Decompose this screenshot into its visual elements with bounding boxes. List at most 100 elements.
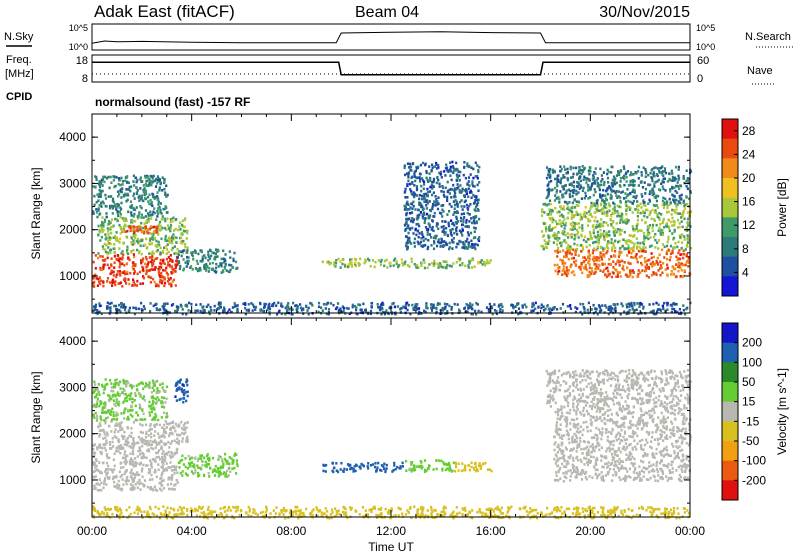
data-cell (644, 260, 647, 264)
data-cell (409, 165, 413, 169)
data-cell (558, 198, 561, 201)
data-cell (182, 249, 185, 253)
data-cell (463, 307, 466, 310)
data-cell (639, 271, 642, 274)
data-cell (164, 234, 167, 238)
data-cell (186, 249, 189, 252)
data-cell (653, 185, 656, 188)
data-cell (169, 224, 173, 227)
data-cell (450, 265, 453, 268)
data-cell (329, 302, 333, 305)
data-cell (191, 253, 194, 256)
data-cell (150, 473, 153, 477)
data-cell (136, 473, 139, 477)
data-cell (150, 461, 153, 465)
data-cell (112, 179, 115, 182)
data-cell (96, 447, 99, 451)
data-cell (564, 255, 567, 259)
data-cell (196, 268, 199, 271)
colorbar-segment (722, 119, 738, 140)
data-cell (582, 213, 585, 216)
data-cell (669, 303, 672, 307)
data-cell (93, 462, 97, 466)
data-cell (373, 265, 376, 269)
data-cell (411, 175, 414, 179)
nsky-label: N.Sky (4, 31, 34, 43)
data-cell (159, 383, 162, 386)
data-cell (114, 404, 117, 408)
data-cell (191, 254, 194, 258)
data-cell (155, 451, 158, 455)
data-cell (462, 242, 465, 245)
data-cell (647, 225, 650, 228)
data-cell (424, 226, 428, 229)
data-cell (137, 435, 140, 439)
data-cell (651, 179, 654, 183)
data-cell (558, 219, 561, 222)
data-cell (613, 206, 616, 209)
data-cell (603, 180, 606, 184)
data-cell (141, 475, 144, 479)
data-cell (607, 181, 610, 184)
data-cell (125, 219, 128, 222)
data-cell (478, 165, 481, 169)
data-cell (167, 440, 170, 444)
data-cell (473, 246, 476, 249)
data-cell (563, 218, 566, 221)
data-cell (116, 202, 119, 206)
data-cell (166, 243, 169, 246)
data-cell (211, 261, 214, 265)
data-cell (478, 236, 481, 239)
data-cell (355, 308, 358, 312)
data-cell (142, 257, 145, 260)
data-cell (164, 459, 167, 462)
data-cell (609, 196, 612, 200)
data-cell (422, 180, 426, 184)
data-cell (465, 218, 468, 222)
data-cell (440, 225, 443, 229)
data-cell (628, 308, 631, 312)
data-cell (600, 174, 603, 177)
data-cell (104, 197, 108, 200)
data-cell (94, 475, 97, 478)
data-cell (244, 301, 247, 305)
data-cell (647, 173, 650, 177)
data-cell (106, 416, 109, 419)
data-cell (170, 239, 173, 243)
data-cell (425, 192, 428, 196)
data-cell (626, 239, 629, 242)
data-cell (575, 203, 578, 207)
data-cell (168, 487, 171, 491)
data-cell (99, 433, 102, 437)
data-cell (459, 219, 462, 223)
data-cell (190, 302, 193, 306)
data-cell (342, 306, 345, 310)
data-cell (655, 199, 658, 203)
data-cell (150, 443, 153, 446)
data-cell (625, 176, 628, 179)
data-cell (544, 225, 547, 229)
data-cell (610, 223, 613, 226)
data-cell (369, 264, 372, 268)
data-cell (466, 162, 469, 165)
data-cell (93, 194, 96, 198)
data-cell (93, 443, 96, 446)
data-cell (606, 234, 609, 237)
data-cell (653, 211, 657, 214)
data-cell (649, 262, 652, 266)
data-cell (686, 217, 690, 221)
data-cell (107, 464, 110, 468)
data-cell (135, 441, 138, 445)
data-cell (455, 179, 458, 182)
data-cell (116, 483, 119, 486)
data-cell (588, 274, 591, 277)
data-cell (556, 308, 559, 311)
data-cell (134, 483, 137, 486)
data-cell (118, 308, 121, 312)
data-cell (588, 257, 592, 261)
data-cell (119, 466, 123, 470)
data-cell (549, 307, 552, 310)
data-cell (469, 302, 472, 305)
data-cell (131, 266, 134, 269)
data-cell (605, 275, 608, 279)
